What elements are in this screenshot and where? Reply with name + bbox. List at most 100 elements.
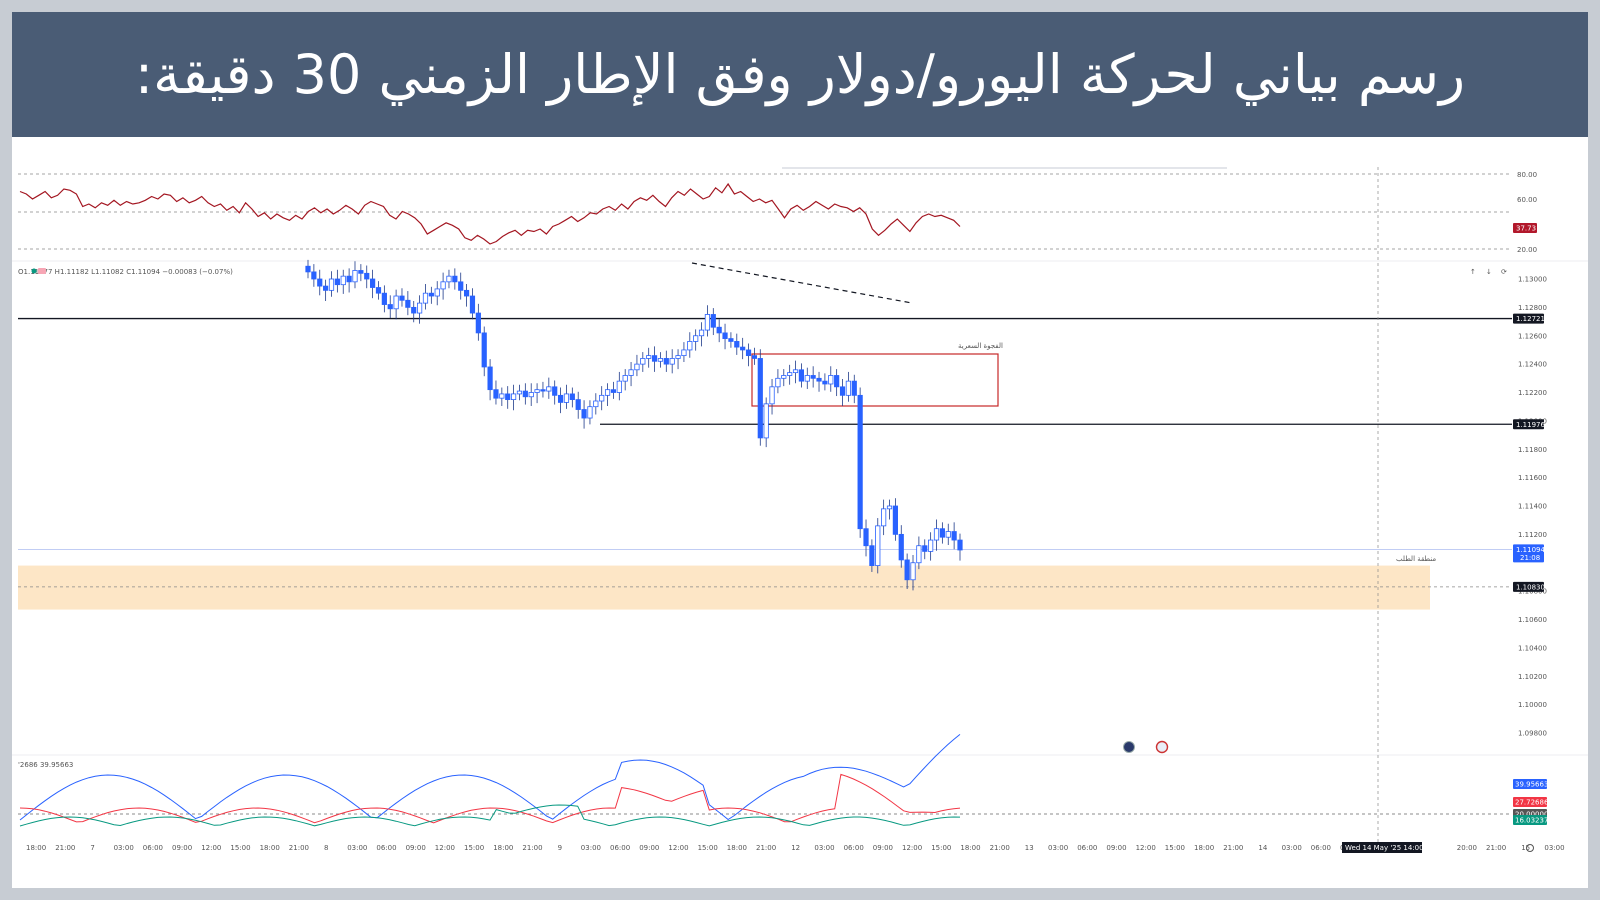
fvg-box[interactable]: [751, 353, 999, 407]
candle-body: [957, 539, 963, 551]
demand-zone-label: منطقة الطلب: [1396, 555, 1436, 563]
adx-legend: '2686 39.95663: [18, 761, 73, 769]
time-tick: 15: [1521, 844, 1530, 852]
candle-body: [657, 358, 664, 362]
time-tick: 06:00: [143, 844, 163, 852]
candle-body: [904, 559, 910, 581]
price-label-badge: [1513, 313, 1544, 324]
time-tick: 12:00: [435, 844, 455, 852]
candle-body: [352, 270, 358, 283]
event-flag-eu-icon[interactable]: [1123, 741, 1135, 753]
legend-color-chip: [38, 268, 46, 274]
price-tick: 1.12600: [1518, 332, 1547, 340]
candle-body: [816, 377, 822, 382]
candle-body: [323, 285, 329, 291]
price-tick: 1.10600: [1518, 616, 1547, 624]
candle-body: [587, 406, 593, 419]
price-label-badge: [1513, 544, 1544, 563]
adx-label-badge: [1513, 779, 1547, 789]
price-tick: 1.11600: [1518, 474, 1547, 482]
candle-body: [675, 355, 681, 359]
candle-body: [628, 369, 634, 376]
time-tick: 03:00: [1282, 844, 1302, 852]
rsi-tick-20: 20.00: [1517, 246, 1537, 254]
arrow-down-icon[interactable]: ↓: [1486, 268, 1492, 276]
price-tick: 1.11400: [1518, 503, 1547, 511]
candle-body: [346, 275, 352, 283]
candle-body: [534, 389, 540, 393]
candle-body: [593, 400, 599, 408]
candle-body: [616, 380, 622, 393]
rsi-tick-60: 60.00: [1517, 196, 1537, 204]
price-pane: O1.11177 H1.11182 L1.11082 C1.11094 −0.0…: [18, 259, 1547, 754]
candle-body: [604, 389, 611, 396]
candle-body: [493, 389, 499, 399]
price-tick: 1.10000: [1518, 701, 1547, 709]
candle-body: [569, 393, 575, 400]
candle-body: [434, 288, 440, 297]
candle-body: [910, 562, 916, 581]
candle-body: [769, 386, 775, 405]
time-tick: 15:00: [698, 844, 718, 852]
adx-label-value: 27.72686: [1515, 799, 1549, 807]
candle-body: [370, 278, 376, 288]
fvg-box-label: الفجوة السعرية: [958, 342, 1003, 350]
candle-body: [393, 295, 399, 310]
candle-body: [922, 545, 928, 552]
candle-body: [792, 369, 799, 374]
title-banner: رسم بياني لحركة اليورو/دولار وفق الإطار …: [12, 12, 1588, 137]
arrow-up-icon[interactable]: ↑: [1470, 268, 1476, 276]
candle-body: [381, 292, 387, 305]
candle-body: [933, 528, 940, 541]
ohlc-legend: O1.11177 H1.11182 L1.11082 C1.11094 −0.0…: [18, 268, 233, 276]
candle-body: [552, 386, 558, 396]
chart-background: [12, 137, 1588, 888]
rsi-pane: 80.00 60.00 20.00 37.73: [18, 171, 1537, 254]
candle-body: [651, 355, 658, 362]
candle-body: [610, 389, 617, 393]
candle-body: [563, 393, 570, 403]
maximize-pane-icon[interactable]: ⟳: [1501, 268, 1507, 276]
candle-body: [763, 403, 769, 439]
time-tick: 09:00: [1106, 844, 1126, 852]
time-highlight-badge: [1342, 842, 1422, 853]
candle-body: [663, 358, 669, 365]
price-tick: 1.09800: [1518, 730, 1547, 738]
candle-body: [751, 355, 758, 359]
trendline[interactable]: [691, 262, 913, 304]
candle-body: [687, 341, 693, 351]
time-tick: 14: [1258, 844, 1267, 852]
settings-gear-icon[interactable]: [1526, 844, 1534, 852]
candle-body: [928, 539, 934, 552]
time-tick: 03:00: [1544, 844, 1564, 852]
price-tick: 1.12200: [1518, 389, 1547, 397]
candle-body: [328, 278, 335, 291]
time-tick: 06:00: [376, 844, 396, 852]
candle-body: [851, 380, 857, 396]
chart-canvas[interactable]: 80.00 60.00 20.00 37.73 O1.11177 H1.1118…: [12, 137, 1588, 888]
di-plus-line: [19, 804, 961, 827]
time-tick: 03:00: [114, 844, 134, 852]
candle-body: [698, 329, 705, 337]
candle-body: [740, 346, 746, 351]
candle-body: [387, 304, 393, 310]
candle-body: [405, 299, 411, 308]
candle-body: [845, 380, 851, 396]
candle-body: [804, 375, 810, 382]
time-tick: 21:00: [522, 844, 542, 852]
di-minus-line: [19, 773, 961, 824]
candle-body: [411, 306, 417, 314]
candle-body: [881, 508, 887, 527]
candle-body: [375, 287, 382, 294]
time-tick: 15:00: [464, 844, 484, 852]
candle-body: [787, 372, 793, 376]
candle-body: [916, 545, 922, 564]
time-tick: 03:00: [814, 844, 834, 852]
time-tick: 18:00: [727, 844, 747, 852]
time-tick: 21:00: [55, 844, 75, 852]
adx-label-value: 39.95663: [1515, 781, 1548, 789]
event-flag-us-icon[interactable]: [1155, 740, 1169, 754]
candle-body: [722, 332, 728, 339]
candle-body: [557, 394, 564, 403]
